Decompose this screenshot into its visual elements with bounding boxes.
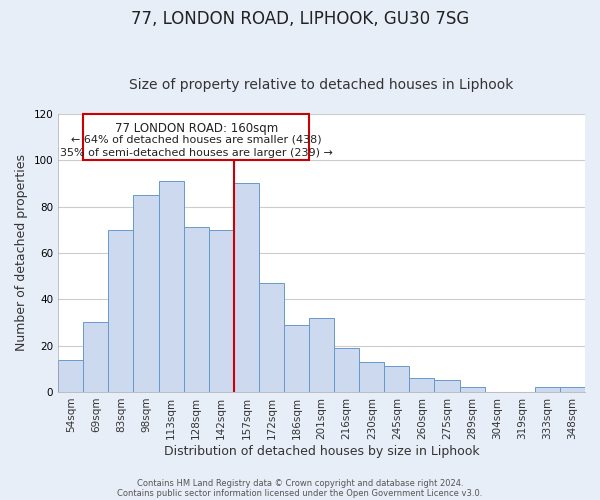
Bar: [158, 181, 184, 392]
Bar: [259, 283, 284, 392]
Bar: [434, 380, 460, 392]
Bar: [409, 378, 434, 392]
Bar: [560, 388, 585, 392]
Text: 77 LONDON ROAD: 160sqm: 77 LONDON ROAD: 160sqm: [115, 122, 278, 135]
X-axis label: Distribution of detached houses by size in Liphook: Distribution of detached houses by size …: [164, 444, 479, 458]
Bar: [58, 360, 83, 392]
Bar: [209, 230, 234, 392]
Bar: [309, 318, 334, 392]
Title: Size of property relative to detached houses in Liphook: Size of property relative to detached ho…: [130, 78, 514, 92]
Bar: [460, 388, 485, 392]
Bar: [359, 362, 385, 392]
Text: Contains HM Land Registry data © Crown copyright and database right 2024.: Contains HM Land Registry data © Crown c…: [137, 478, 463, 488]
FancyBboxPatch shape: [83, 114, 309, 160]
Bar: [284, 325, 309, 392]
Bar: [133, 195, 158, 392]
Y-axis label: Number of detached properties: Number of detached properties: [15, 154, 28, 352]
Bar: [83, 322, 109, 392]
Text: 35% of semi-detached houses are larger (239) →: 35% of semi-detached houses are larger (…: [60, 148, 332, 158]
Text: 77, LONDON ROAD, LIPHOOK, GU30 7SG: 77, LONDON ROAD, LIPHOOK, GU30 7SG: [131, 10, 469, 28]
Bar: [184, 228, 209, 392]
Bar: [535, 388, 560, 392]
Text: Contains public sector information licensed under the Open Government Licence v3: Contains public sector information licen…: [118, 488, 482, 498]
Bar: [385, 366, 409, 392]
Bar: [109, 230, 133, 392]
Text: ← 64% of detached houses are smaller (438): ← 64% of detached houses are smaller (43…: [71, 135, 322, 145]
Bar: [334, 348, 359, 392]
Bar: [234, 184, 259, 392]
